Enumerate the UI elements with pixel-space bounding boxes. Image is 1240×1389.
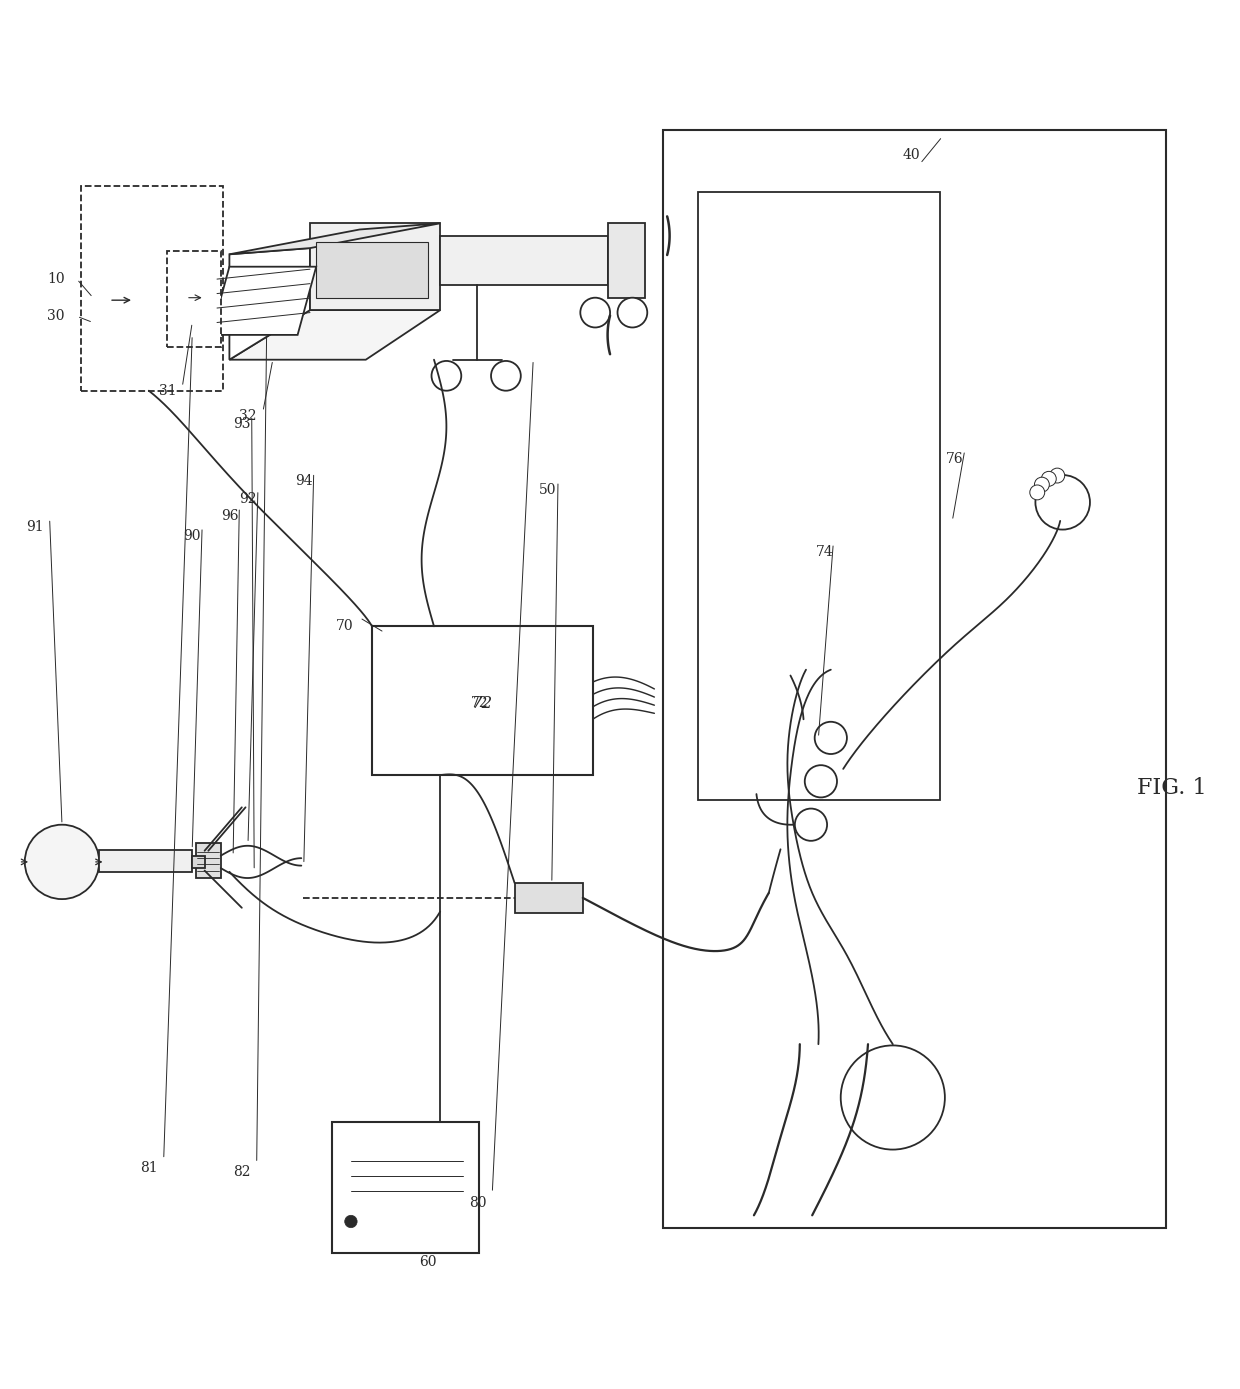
- Circle shape: [1042, 471, 1056, 486]
- Text: 60: 60: [419, 1256, 436, 1270]
- Polygon shape: [196, 843, 221, 878]
- Circle shape: [1035, 475, 1090, 529]
- Text: 40: 40: [903, 149, 920, 163]
- Text: 72: 72: [471, 696, 489, 710]
- Polygon shape: [310, 224, 440, 310]
- Circle shape: [1050, 468, 1065, 483]
- Polygon shape: [440, 236, 608, 285]
- Polygon shape: [316, 242, 428, 297]
- Polygon shape: [229, 224, 440, 254]
- Circle shape: [618, 297, 647, 328]
- Polygon shape: [99, 850, 192, 872]
- Bar: [372, 626, 593, 775]
- Bar: [698, 192, 940, 800]
- Bar: [81, 186, 223, 390]
- Text: 80: 80: [469, 1196, 486, 1210]
- Bar: [332, 1122, 479, 1253]
- Text: 81: 81: [140, 1161, 157, 1175]
- Text: 30: 30: [47, 310, 64, 324]
- Text: 50: 50: [539, 483, 557, 497]
- Polygon shape: [229, 249, 310, 360]
- Circle shape: [815, 722, 847, 754]
- Polygon shape: [515, 883, 583, 913]
- Text: 70: 70: [336, 619, 353, 633]
- Text: 96: 96: [221, 508, 238, 522]
- Polygon shape: [167, 250, 221, 347]
- Circle shape: [345, 1215, 357, 1228]
- Text: 82: 82: [233, 1165, 250, 1179]
- Circle shape: [580, 297, 610, 328]
- Circle shape: [795, 808, 827, 840]
- Circle shape: [1029, 485, 1044, 500]
- Circle shape: [805, 765, 837, 797]
- Text: 94: 94: [295, 474, 312, 488]
- Text: 74: 74: [816, 544, 833, 558]
- Polygon shape: [192, 856, 205, 868]
- Text: 10: 10: [47, 272, 64, 286]
- Polygon shape: [211, 267, 316, 335]
- Bar: [663, 131, 1166, 1228]
- Circle shape: [1034, 478, 1049, 492]
- Circle shape: [25, 825, 99, 899]
- Text: 93: 93: [233, 417, 250, 431]
- Text: 31: 31: [159, 383, 176, 397]
- Text: 91: 91: [26, 519, 43, 535]
- Circle shape: [432, 361, 461, 390]
- Text: 32: 32: [239, 408, 257, 422]
- Text: FIG. 1: FIG. 1: [1137, 776, 1207, 799]
- Polygon shape: [229, 310, 440, 360]
- Text: 72: 72: [471, 694, 494, 711]
- Text: 90: 90: [184, 529, 201, 543]
- Circle shape: [841, 1046, 945, 1150]
- Polygon shape: [608, 224, 645, 297]
- Text: 76: 76: [946, 451, 963, 465]
- Circle shape: [491, 361, 521, 390]
- Text: 92: 92: [239, 492, 257, 506]
